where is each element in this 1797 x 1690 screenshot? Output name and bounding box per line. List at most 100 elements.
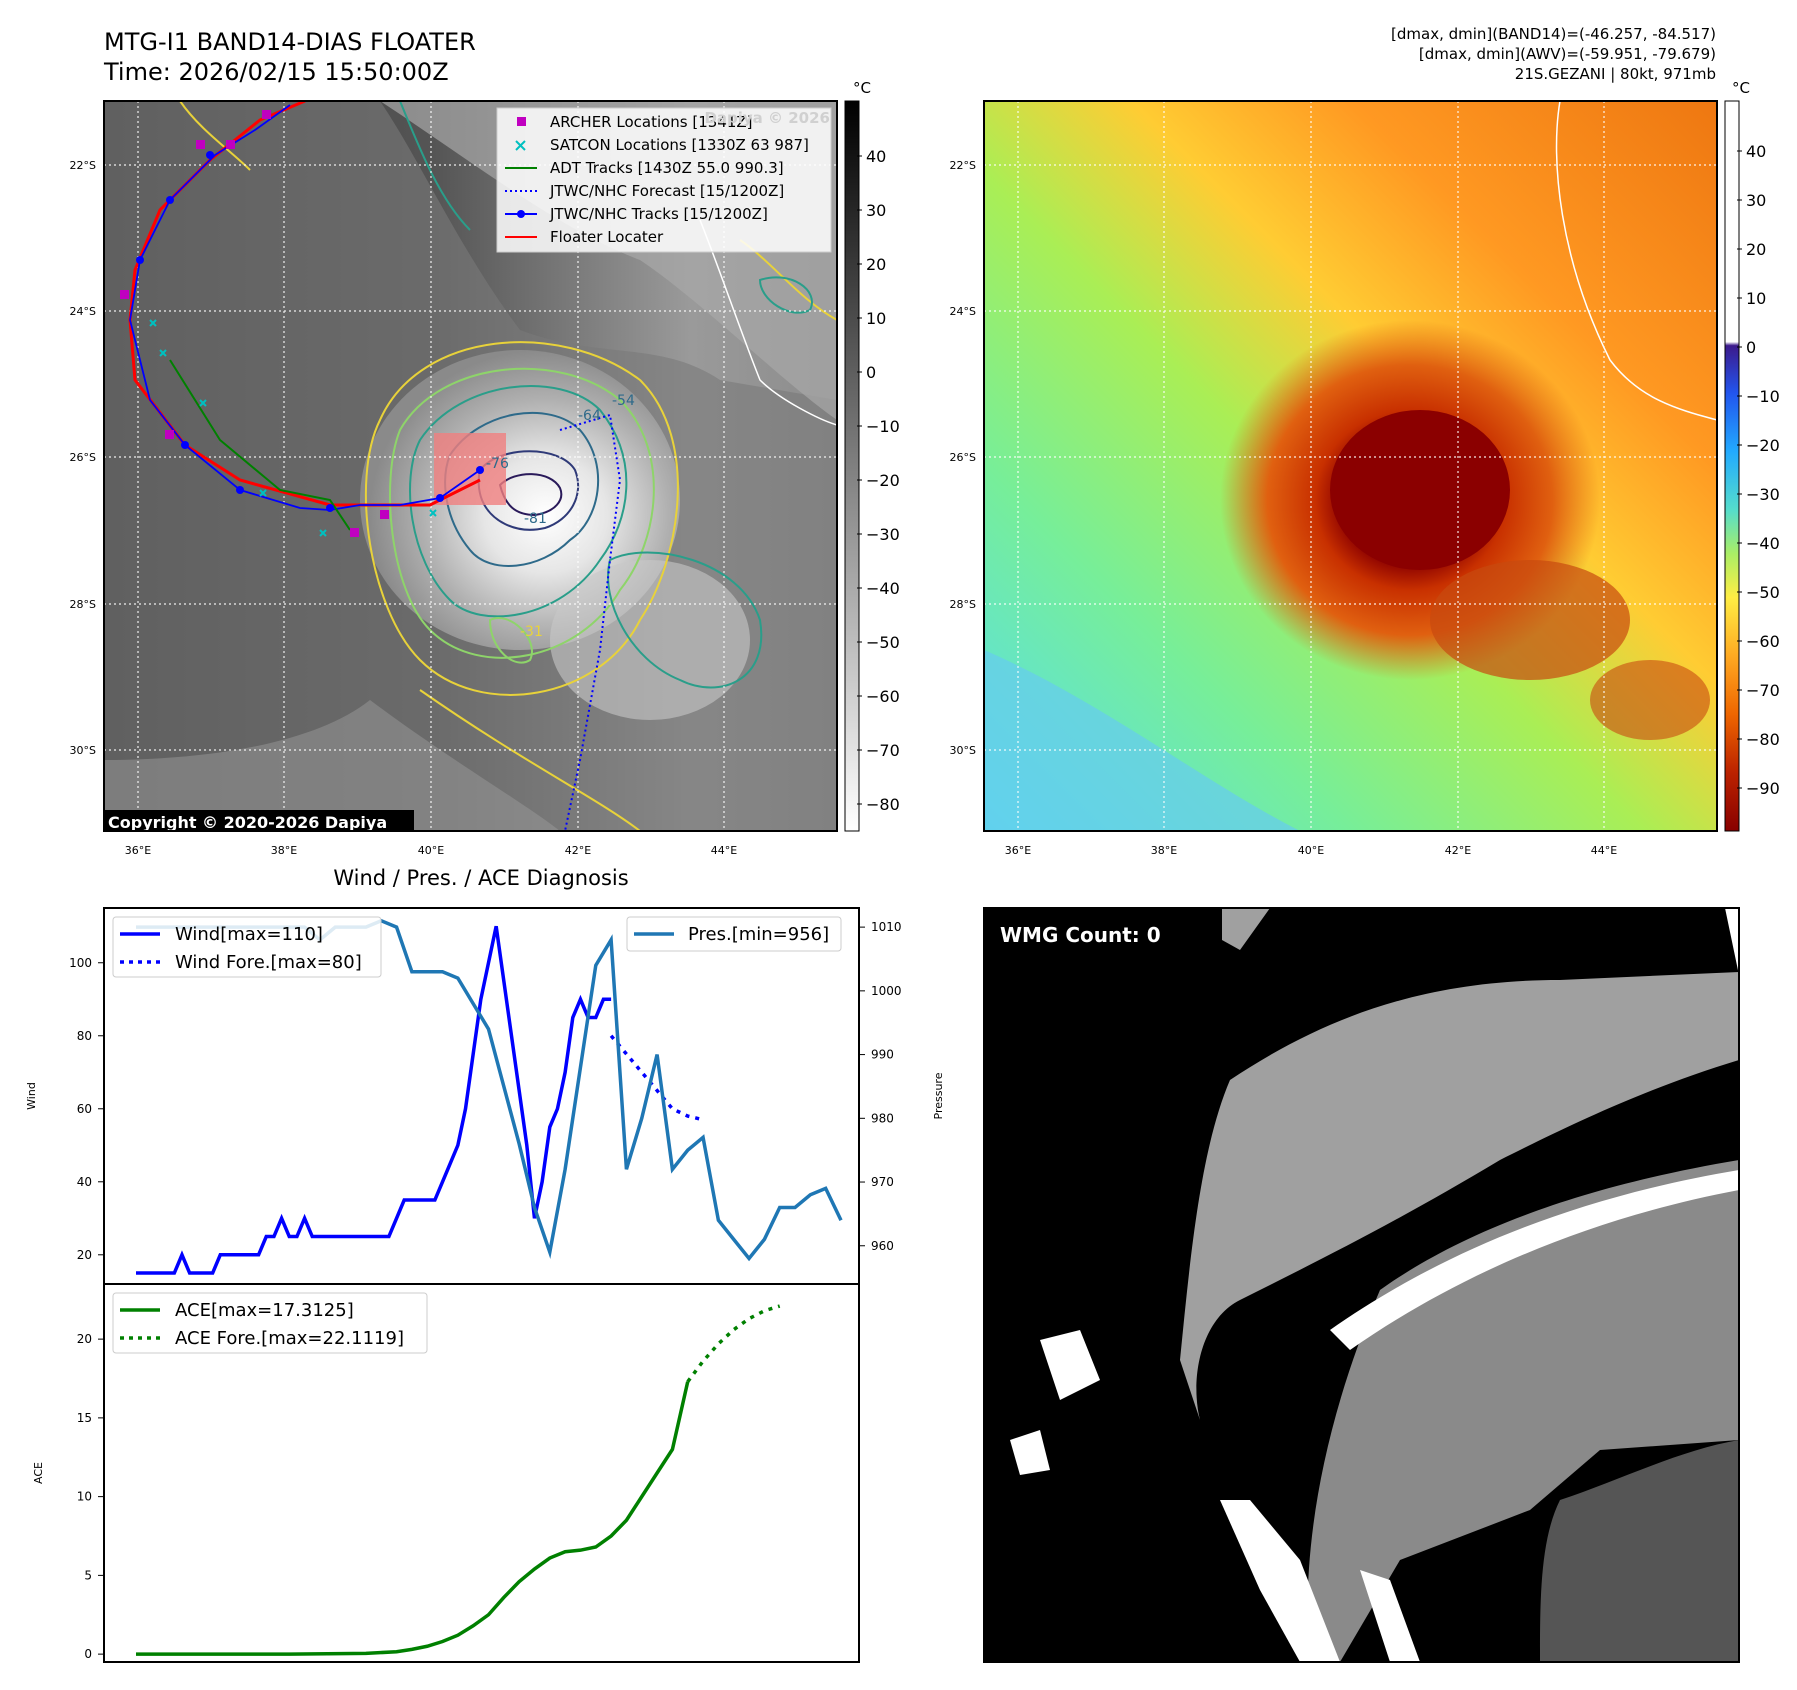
ir-lon-40: 40°E: [418, 844, 444, 857]
gray-colorbar-tick-label: 40: [866, 147, 886, 166]
legend-ace-forecast: ACE Fore.[max=22.1119]: [175, 1328, 404, 1349]
awv-lat-30: 30°S: [950, 744, 976, 757]
pressure-legend: Pres.[min=956]: [626, 916, 842, 952]
ir-lat-24: 24°S: [70, 305, 96, 318]
adt-track: [169, 359, 351, 531]
wmg-panel: WMG Count: 0: [983, 907, 1740, 1663]
ir-lon-42: 42°E: [565, 844, 591, 857]
watermark: Dapiya © 2026: [704, 109, 830, 127]
color-colorbar-tick-label: −60: [1746, 632, 1780, 651]
wind-axis-label: Wind: [25, 1082, 38, 1110]
color-colorbar-tick-label: −70: [1746, 681, 1780, 700]
color-colorbar: °C 40 30 20 10 0 −10 −20 −30 −40 −50 −60 −70 −80 −90: [1724, 79, 1780, 832]
ace-chart: 0 5 10 15 20 ACE ACE[max=17.3125] ACE Fore.[…: [32, 1283, 860, 1663]
legend-pressure: Pres.[min=956]: [688, 924, 829, 945]
contour-label-31: -31: [520, 624, 543, 640]
legend-satcon: SATCON Locations [1330Z 63 987]: [550, 136, 809, 154]
gray-colorbar-tick-label: 20: [866, 255, 886, 274]
color-colorbar-tick-label: 0: [1746, 338, 1756, 357]
copyright: Copyright © 2020-2026 Dapiya: [108, 813, 387, 832]
awv-lat-26: 26°S: [950, 451, 976, 464]
pressure-axis-tick-label: 1000: [871, 984, 902, 998]
gray-colorbar-unit: °C: [853, 79, 871, 97]
legend-adt: ADT Tracks [1430Z 55.0 990.3]: [550, 159, 784, 177]
map-legend: ARCHER Locations [1341Z] SATCON Location…: [496, 107, 832, 253]
ir-lon-36: 36°E: [125, 844, 151, 857]
color-colorbar-tick-label: −50: [1746, 583, 1780, 602]
awv-lat-24: 24°S: [950, 305, 976, 318]
awv-lon-36: 36°E: [1005, 844, 1031, 857]
diagnosis-title: Wind / Pres. / ACE Diagnosis: [333, 866, 628, 890]
pressure-axis-tick-label: 970: [871, 1175, 894, 1189]
contour-label-54: -54: [612, 393, 635, 409]
color-colorbar-tick-label: 10: [1746, 289, 1766, 308]
color-colorbar-tick-label: −90: [1746, 779, 1780, 798]
wmg-gray-band: [1180, 972, 1739, 1420]
gray-colorbar-tick-label: −10: [866, 417, 900, 436]
info-awv: [dmax, dmin](AWV)=(-59.951, -79.679): [1419, 45, 1716, 63]
ace-legend: ACE[max=17.3125] ACE Fore.[max=22.1119]: [112, 1292, 428, 1354]
gray-colorbar-tick-label: −50: [866, 633, 900, 652]
gray-colorbar: °C 40 30 20 10 0 −10 −20 −30 −40 −50 −60 −70 −80: [844, 79, 900, 832]
awv-lon-44: 44°E: [1591, 844, 1617, 857]
pressure-axis-tick-label: 980: [871, 1111, 894, 1125]
info-band14: [dmax, dmin](BAND14)=(-46.257, -84.517): [1391, 25, 1716, 43]
gray-colorbar-tick-label: −70: [866, 741, 900, 760]
wmg-white-band: [1330, 1170, 1739, 1350]
legend-jtwc-tracks: JTWC/NHC Tracks [15/1200Z]: [549, 205, 768, 223]
ir-map-panel: ARCHER Locations [1341Z] SATCON Location…: [70, 100, 838, 857]
contour-label-76: -76: [486, 456, 509, 472]
color-colorbar-tick-label: 20: [1746, 240, 1766, 259]
wind-axis-tick-label: 60: [77, 1102, 92, 1116]
ir-lat-28: 28°S: [70, 598, 96, 611]
ace-axis-tick-label: 15: [77, 1411, 92, 1425]
pressure-axis-tick-label: 990: [871, 1048, 894, 1062]
awv-lon-38: 38°E: [1151, 844, 1177, 857]
gray-colorbar-tick-label: −30: [866, 525, 900, 544]
wind-axis-tick-label: 40: [77, 1175, 92, 1189]
ir-lon-44: 44°E: [711, 844, 737, 857]
color-colorbar-tick-label: −80: [1746, 730, 1780, 749]
ace-axis-tick-label: 5: [84, 1568, 92, 1582]
legend-ace: ACE[max=17.3125]: [175, 1300, 354, 1321]
color-colorbar-tick-label: 30: [1746, 191, 1766, 210]
ir-lat-30: 30°S: [70, 744, 96, 757]
figure-time: Time: 2026/02/15 15:50:00Z: [103, 58, 449, 86]
ace-axis-tick-label: 20: [77, 1332, 92, 1346]
series-wind-fore: [609, 1034, 704, 1122]
legend-wind: Wind[max=110]: [175, 924, 323, 945]
pressure-axis-label: Pressure: [932, 1072, 945, 1119]
gray-colorbar-tick-label: 30: [866, 201, 886, 220]
pressure-axis-tick-label: 1010: [871, 920, 902, 934]
color-colorbar-tick-label: −40: [1746, 534, 1780, 553]
color-colorbar-tick-label: −10: [1746, 387, 1780, 406]
gray-colorbar-tick-label: 10: [866, 309, 886, 328]
legend-floater: Floater Locater: [550, 228, 664, 246]
copyright-box: [104, 810, 414, 831]
wind-pressure-chart: 20 40 60 80 100 960 970 980 990 1000 1010 Wind Pr…: [25, 907, 945, 1285]
contour-label-81: -81: [524, 511, 547, 527]
awv-lat-28: 28°S: [950, 598, 976, 611]
wind-axis-tick-label: 100: [69, 956, 92, 970]
legend-jtwc-forecast: JTWC/NHC Forecast [15/1200Z]: [549, 182, 784, 200]
gray-colorbar-tick-label: −40: [866, 579, 900, 598]
legend-wind-forecast: Wind Fore.[max=80]: [175, 952, 362, 973]
color-colorbar-tick-label: −30: [1746, 485, 1780, 504]
awv-map-panel: 22°S 24°S 26°S 28°S 30°S 36°E 38°E 40°E …: [950, 100, 1718, 857]
ace-axis-tick-label: 0: [84, 1647, 92, 1661]
awv-lon-40: 40°E: [1298, 844, 1324, 857]
color-colorbar-tick-label: −20: [1746, 436, 1780, 455]
legend-archer: ARCHER Locations [1341Z]: [550, 113, 753, 131]
color-colorbar-tick-label: 40: [1746, 142, 1766, 161]
series-ace: [136, 1381, 690, 1656]
contour-label-64: -64: [578, 408, 601, 424]
wmg-count: WMG Count: 0: [1000, 923, 1161, 947]
gray-colorbar-tick-label: −20: [866, 471, 900, 490]
ir-lon-38: 38°E: [271, 844, 297, 857]
pressure-axis-tick-label: 960: [871, 1239, 894, 1253]
color-colorbar-unit: °C: [1732, 79, 1750, 97]
gray-colorbar-tick-label: −80: [866, 795, 900, 814]
ace-axis-label: ACE: [32, 1462, 45, 1484]
ir-lat-26: 26°S: [70, 451, 96, 464]
